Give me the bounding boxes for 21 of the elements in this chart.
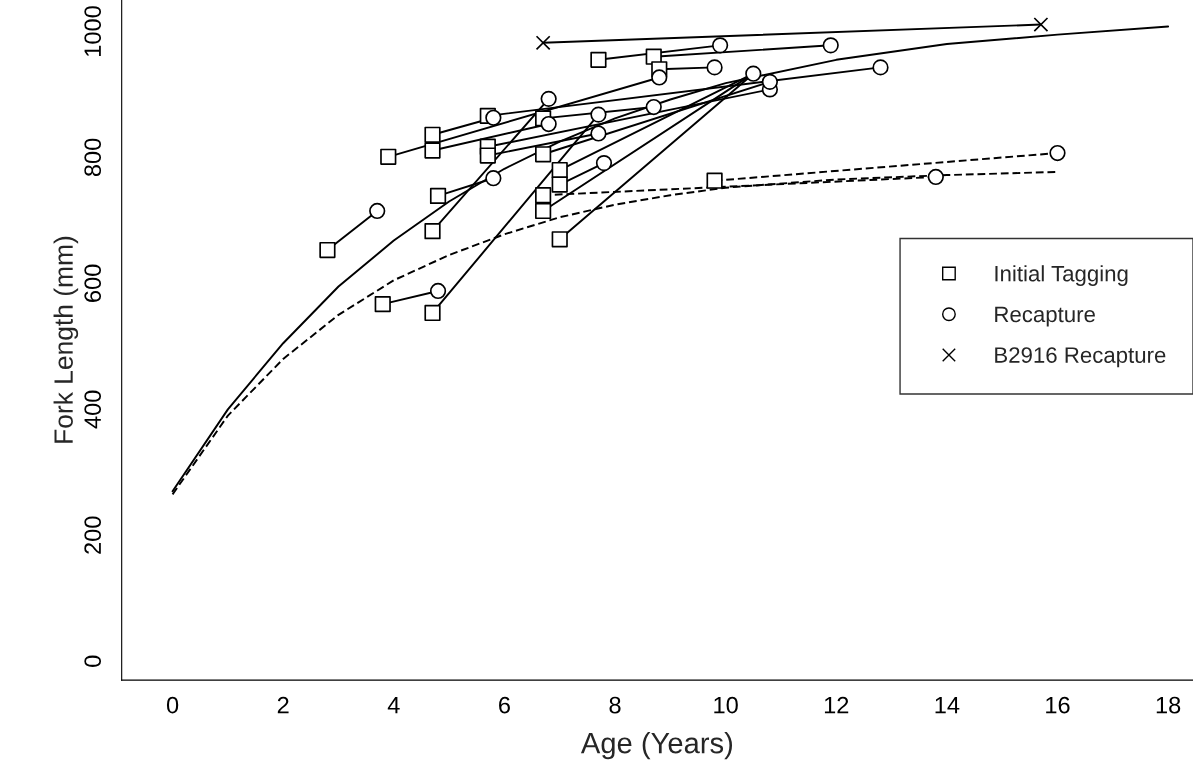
y-tick-label: 800	[84, 138, 102, 177]
legend-label: Initial Tagging	[995, 265, 1128, 286]
x-tick-label: 18	[1156, 696, 1181, 714]
x-tick-label: 16	[1046, 696, 1070, 714]
y-axis-title: Fork Length (mm)	[53, 236, 79, 443]
x-tick-label: 2	[277, 696, 289, 714]
x-tick-label: 10	[714, 696, 738, 714]
x-tick-label: 0	[166, 696, 179, 714]
x-tick-label: 8	[609, 696, 621, 714]
y-tick-label: 600	[84, 264, 102, 302]
legend-label: B2916 Recapture	[995, 347, 1166, 368]
y-tick-label: 1000	[84, 6, 102, 56]
x-tick-label: 4	[387, 696, 400, 714]
x-tick-label: 6	[499, 696, 510, 714]
y-tick-label: 400	[84, 390, 102, 429]
y-tick-label: 0	[84, 655, 102, 667]
y-tick-label: 200	[84, 516, 102, 554]
x-axis-title: Age (Years)	[580, 732, 733, 760]
x-tick-label: 14	[935, 696, 960, 714]
x-tick-label: 12	[824, 696, 849, 714]
legend-label: Recapture	[995, 306, 1095, 327]
